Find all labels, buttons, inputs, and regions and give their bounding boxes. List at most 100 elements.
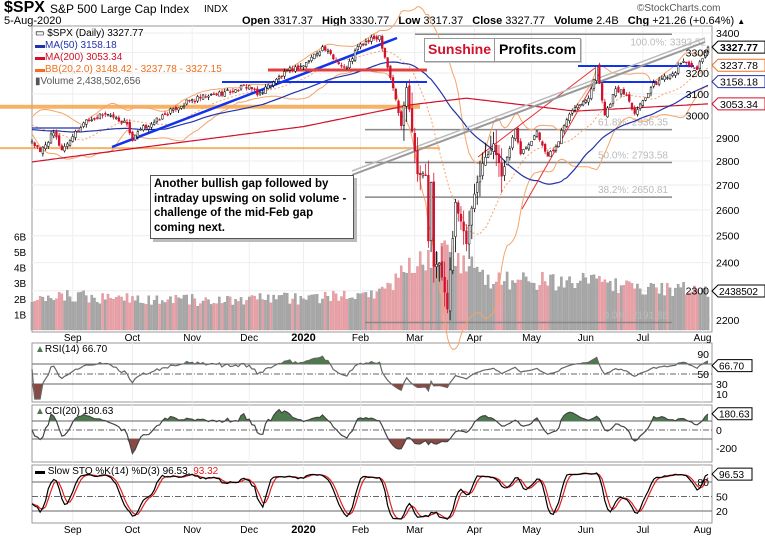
candle-body	[63, 146, 66, 152]
sto-d-value: 93.32	[193, 466, 219, 477]
candle-body	[400, 111, 403, 126]
logo-part1: Sunshine	[425, 39, 496, 61]
volume-tick-label: 4B	[14, 264, 27, 275]
volume-bar	[375, 291, 379, 331]
candle-body	[36, 145, 39, 148]
volume-bar	[695, 289, 699, 331]
volume-bar	[161, 300, 164, 331]
month-label-top: Dec	[240, 333, 258, 344]
candle-body	[432, 181, 435, 267]
candle-body	[381, 36, 384, 49]
candle-body	[704, 52, 707, 58]
volume-bar	[560, 276, 563, 331]
candle-body	[619, 89, 623, 95]
volume-bar	[532, 282, 536, 331]
volume-bar	[158, 303, 161, 331]
candle-body	[497, 153, 501, 163]
candle-body	[655, 81, 658, 85]
candle-body	[638, 103, 642, 109]
volume-bar	[266, 294, 270, 331]
volume-bar	[33, 301, 36, 331]
ohlc-summary: Open 3317.37 High 3330.77 Low 3317.37 Cl…	[242, 15, 745, 28]
candle-body	[226, 89, 229, 91]
volume-bar	[383, 288, 387, 331]
candle-body	[90, 119, 93, 121]
month-label-bottom: Mar	[406, 525, 424, 536]
volume-bar	[418, 251, 422, 331]
volume-bar	[386, 282, 389, 331]
volume-bar	[136, 295, 140, 331]
volume-bar	[660, 282, 664, 331]
volume-bar	[147, 295, 150, 331]
candle-body	[318, 51, 321, 56]
candle-body	[101, 114, 104, 116]
volume-bar	[253, 295, 256, 331]
candle-body	[419, 173, 422, 175]
candle-body	[522, 149, 525, 154]
volume-bar	[185, 294, 188, 331]
volume-bar	[101, 293, 104, 331]
volume-bar	[277, 295, 281, 331]
volume-bar	[399, 265, 403, 331]
candle-body	[584, 99, 587, 103]
volume-bar	[117, 295, 121, 331]
candle-body	[204, 96, 207, 98]
candle-body	[348, 60, 351, 68]
volume-bar	[473, 267, 476, 331]
volume-bar	[313, 294, 316, 331]
candle-body	[340, 65, 343, 67]
price-tick-label: 2500	[716, 231, 740, 243]
volume-bar	[701, 288, 704, 331]
candle-body	[647, 93, 650, 98]
candle-body	[408, 85, 411, 110]
logo-part2: Profits.com	[499, 41, 577, 57]
candle-body	[49, 133, 53, 144]
volume-bar	[220, 303, 224, 331]
volume-tick-label: 6B	[14, 232, 27, 243]
candle-body	[465, 230, 468, 244]
volume-bar	[600, 281, 604, 331]
volume-bar	[139, 302, 142, 331]
last-value-tag	[711, 58, 765, 72]
volume-bar	[674, 287, 677, 331]
candle-body	[706, 46, 710, 53]
candle-body	[177, 107, 180, 111]
candle-body	[484, 156, 487, 166]
candle-body	[332, 54, 335, 60]
volume-bar	[353, 299, 357, 331]
candle-body	[93, 117, 96, 120]
volume-bar	[131, 296, 134, 331]
volume-bar	[527, 281, 531, 331]
candle-body	[644, 97, 647, 101]
candle-body	[625, 94, 628, 96]
volume-bar	[106, 293, 110, 331]
legend-sto: ▬ Slow STO %K(14) %D(3) 96.53, 93.32	[35, 466, 219, 477]
legend-bb-label: BB(20,2.0) 3148.42 - 3237.78 - 3327.15	[45, 64, 222, 75]
volume-bar	[394, 273, 398, 331]
candle-body	[451, 238, 454, 271]
candle-body	[462, 221, 465, 232]
candle-body	[239, 85, 243, 90]
candle-body	[153, 121, 156, 125]
candle-body	[44, 144, 47, 149]
candle-body	[256, 88, 259, 96]
indicator-last-label: 96.53	[719, 470, 744, 481]
candle-body	[571, 110, 574, 114]
volume-bar	[402, 272, 406, 331]
candle-body	[402, 105, 406, 126]
candle-body	[511, 137, 514, 149]
indicator-tick-label: 20	[716, 506, 728, 518]
volume-bar	[226, 296, 229, 331]
volume-bar	[370, 290, 373, 331]
candle-body	[676, 64, 680, 74]
candle-body	[161, 114, 164, 120]
volume-bar	[590, 275, 593, 331]
volume-bar	[470, 256, 474, 331]
price-tick-label: 3400	[716, 28, 740, 40]
volume-bar	[180, 298, 183, 331]
volume-bar	[405, 272, 408, 331]
volume-bar	[142, 303, 145, 331]
month-label-top: Sep	[64, 333, 82, 344]
candle-body	[668, 74, 672, 79]
volume-bar	[63, 300, 66, 331]
